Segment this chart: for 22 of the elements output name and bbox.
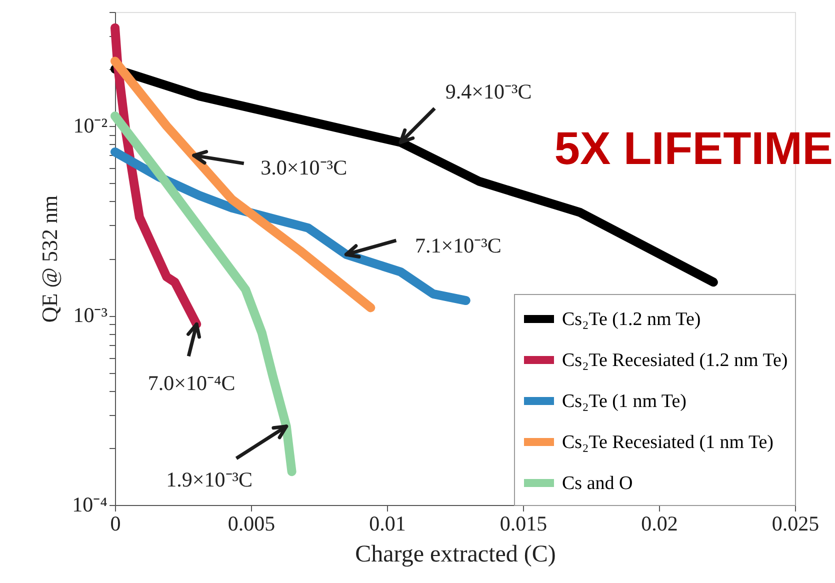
annotation: 7.0×10⁻⁴C <box>148 371 236 396</box>
annotation: 1.9×10⁻³C <box>166 467 253 492</box>
annotation: 7.1×10⁻³C <box>414 233 502 258</box>
annotation: 3.0×10⁻³C <box>260 155 348 180</box>
legend-label: Cs₂Te Recesiated (1 nm Te) <box>562 432 774 453</box>
annotation: 9.4×10⁻³C <box>445 79 532 104</box>
x-tick-label: 0 <box>110 512 121 536</box>
y-tick-label: 10⁻² <box>73 114 108 138</box>
x-tick-label: 0.02 <box>641 512 678 536</box>
x-axis-title: Charge extracted (C) <box>355 542 556 568</box>
legend-label: Cs₂Te (1 nm Te) <box>562 391 686 412</box>
y-tick-label: 10⁻⁴ <box>72 492 108 516</box>
x-tick-label: 0.01 <box>369 512 406 536</box>
y-tick-label: 10⁻³ <box>73 303 108 328</box>
annotation: 5X LIFETIME <box>554 122 833 174</box>
legend-label: Cs₂Te (1.2 nm Te) <box>562 309 701 330</box>
legend-label: Cs₂Te Recesiated (1.2 nm Te) <box>562 350 788 371</box>
x-tick-label: 0.005 <box>228 512 276 536</box>
y-axis-title: QE @ 532 nm <box>37 195 62 323</box>
legend-label: Cs and O <box>562 473 633 494</box>
x-tick-label: 0.015 <box>500 512 548 536</box>
x-tick-label: 0.025 <box>772 512 820 536</box>
